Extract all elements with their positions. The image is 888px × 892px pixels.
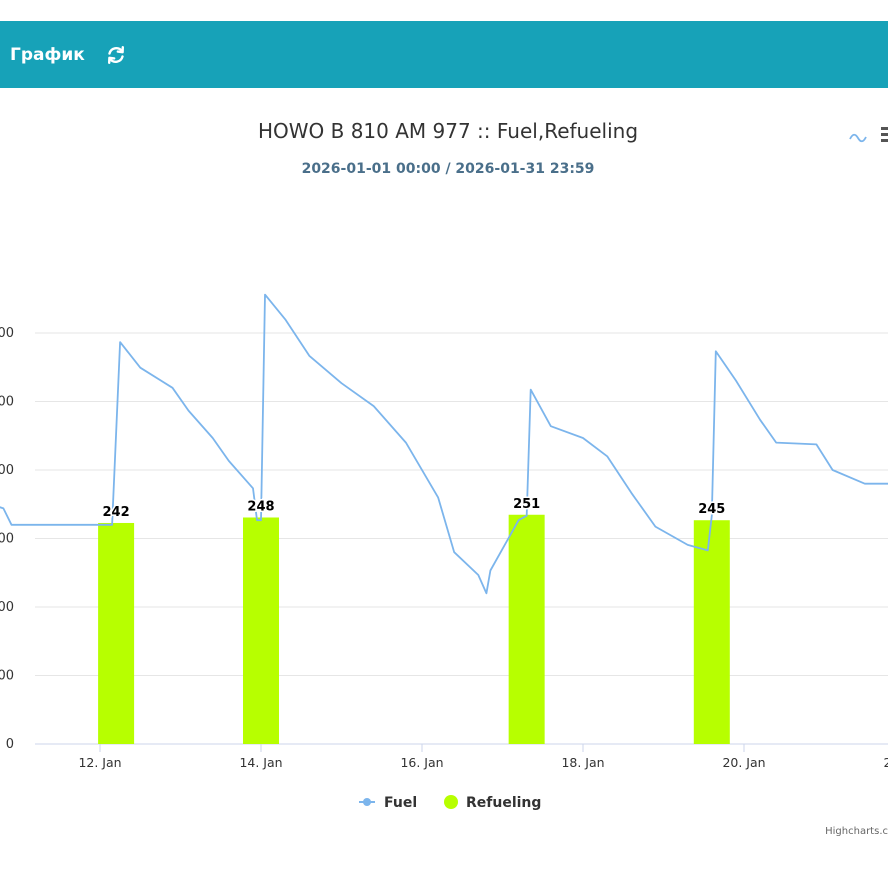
refueling-data-label: 245 — [698, 502, 725, 517]
legend-fuel-marker — [363, 798, 371, 806]
x-tick-label: 18. Jan — [561, 755, 604, 770]
y-tick-label: 00 — [0, 669, 14, 684]
highcharts-credits[interactable]: Highcharts.c — [825, 826, 888, 837]
chart-subtitle: 2026-01-01 00:00 / 2026-01-31 23:59 — [302, 161, 595, 177]
x-tick-label: 16. Jan — [400, 755, 443, 770]
top-strip — [0, 0, 888, 21]
chart-title: HOWO B 810 AM 977 :: Fuel,Refueling — [258, 119, 638, 143]
legend-fuel-label: Fuel — [384, 795, 417, 811]
x-tick-label: 12. Jan — [78, 755, 121, 770]
refueling-bar — [508, 514, 545, 744]
legend-item-fuel[interactable]: Fuel — [359, 795, 417, 811]
page-header: График — [0, 21, 888, 88]
legend-refueling-label: Refueling — [466, 795, 541, 811]
refueling-bar — [693, 520, 730, 744]
x-tick-label: 14. Jan — [239, 755, 282, 770]
refresh-icon[interactable] — [105, 44, 127, 66]
legend-refueling-marker — [444, 795, 458, 809]
y-tick-label: 00 — [0, 395, 14, 410]
legend: Fuel Refueling — [359, 795, 541, 811]
x-tick-label: 22. Jan — [883, 755, 888, 770]
refueling-bar — [98, 522, 135, 744]
refueling-bar — [243, 517, 279, 744]
y-tick-label: 0 — [6, 737, 14, 752]
page-title: График — [10, 44, 85, 65]
refueling-data-label: 242 — [103, 505, 130, 520]
trend-icon[interactable] — [849, 133, 867, 143]
y-tick-label: 00 — [0, 532, 14, 547]
fuel-series-line — [0, 293, 888, 595]
refueling-data-label: 251 — [513, 497, 540, 512]
y-tick-label: 00 — [0, 600, 14, 615]
y-tick-label: 00 — [0, 463, 14, 478]
x-tick-label: 20. Jan — [722, 755, 765, 770]
chart-container: HOWO B 810 AM 977 :: Fuel,Refueling 2026… — [0, 88, 888, 888]
y-tick-label: 00 — [0, 326, 14, 341]
fuel-refueling-chart: HOWO B 810 AM 977 :: Fuel,Refueling 2026… — [0, 119, 888, 837]
legend-item-refueling[interactable]: Refueling — [444, 795, 541, 811]
refueling-data-label: 248 — [247, 499, 274, 514]
hamburger-menu-icon[interactable] — [881, 127, 888, 142]
